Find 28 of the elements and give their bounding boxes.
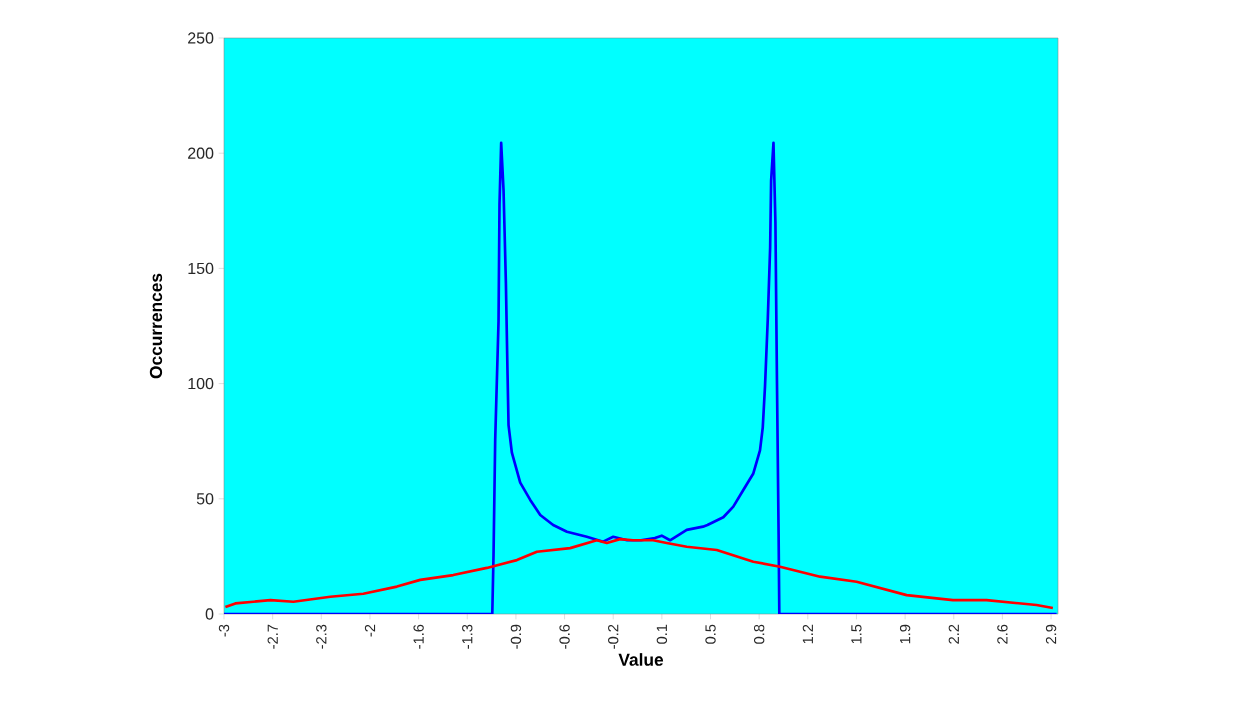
y-axis-title: Occurrences [149,273,163,379]
x-tick-label: -1.3 [462,624,473,649]
x-tick-label: -2 [364,624,376,637]
x-tick-label: -3 [218,624,230,637]
x-axis-title: Value [618,653,664,666]
line-series [224,141,1058,614]
x-tick-label: 0.8 [753,624,765,644]
x-tick-label: -0.6 [559,624,570,649]
line-series [224,537,1055,610]
x-tick-label: -0.2 [608,624,619,649]
y-tick-label: 200 [188,147,214,159]
x-tick-label: -0.9 [510,624,522,649]
x-tick-label: 2.9 [1045,624,1057,644]
x-tick-label: 2.2 [948,624,959,644]
y-tick-label: 100 [188,377,214,390]
x-tick-label: -2.7 [267,624,278,649]
x-tick-label: 2.6 [997,624,1008,644]
y-tick-label: 50 [196,493,214,505]
x-tick-label: -2.3 [316,624,327,649]
x-tick-label: 1.2 [802,624,813,644]
x-tick-label: 0.5 [705,624,716,644]
x-tick-label: 1.5 [851,624,862,644]
y-tick-label: 0 [205,608,214,620]
x-tick-label: 0.1 [656,624,668,644]
x-tick-label: -1.6 [413,624,424,649]
y-tick-label: 150 [188,262,214,275]
x-tick-label: 1.9 [899,624,911,644]
y-tick-label: 250 [188,32,214,44]
